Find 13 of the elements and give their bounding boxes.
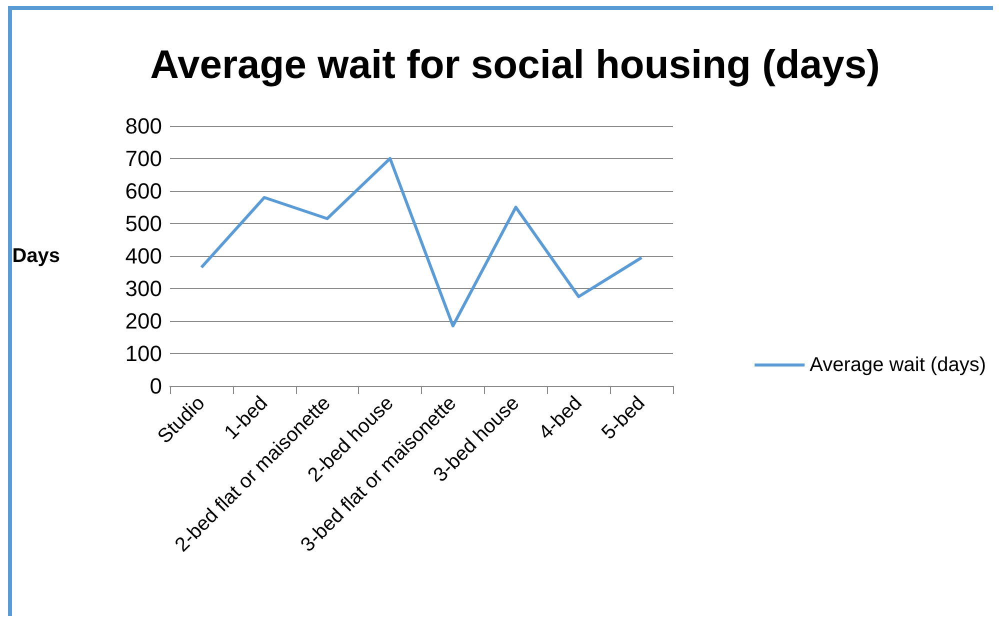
- y-tick-label: 0: [150, 374, 162, 398]
- chart-title: Average wait for social housing (days): [150, 43, 880, 87]
- y-tick-label: 600: [125, 178, 162, 204]
- y-tick-label: 200: [125, 308, 162, 334]
- y-tick-label: 500: [125, 211, 162, 236]
- y-tick-label: 700: [125, 146, 162, 171]
- y-tick-label: 300: [125, 276, 162, 301]
- legend-label: Average wait (days): [810, 354, 986, 376]
- y-tick-label: 100: [125, 341, 162, 366]
- y-tick-label: 400: [125, 244, 162, 268]
- y-tick-label: 800: [125, 114, 162, 138]
- y-axis-title: Days: [12, 245, 60, 267]
- line-series: [200, 157, 644, 328]
